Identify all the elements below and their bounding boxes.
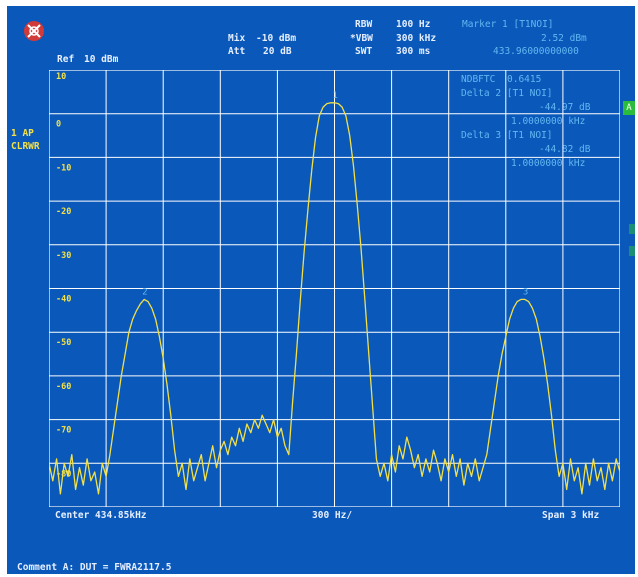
y-tick-label: -70 [56, 426, 71, 436]
marker1-freq: 433.96000000000 [493, 46, 579, 57]
grid-lines [49, 70, 620, 507]
side-status-mark [629, 224, 635, 234]
side-status-mark [629, 246, 635, 256]
marker-label: 3 [523, 287, 528, 297]
marker1-title: Marker 1 [T1NOI] [462, 19, 554, 30]
att-label: Att [228, 46, 246, 57]
delta2-title: Delta 2 [T1 NOI] [461, 88, 553, 99]
vbw-label: *VBW [350, 33, 373, 44]
center-frequency-label: Center 434.85kHz [55, 510, 147, 521]
delta3-level: -44.82 dB [539, 144, 591, 155]
marker1-level: 2.52 dBm [541, 33, 587, 44]
y-tick-label: -20 [56, 207, 71, 217]
spectrum-plot: 10 0 -10 -20 -30 -40 -50 -60 -70 -80 1 2 3 [49, 70, 620, 507]
ref-value: 10 dBm [84, 54, 119, 65]
swt-label: SWT [355, 46, 373, 57]
span-per-division-label: 300 Hz/ [312, 510, 353, 521]
y-tick-label: -60 [56, 382, 71, 392]
span-label: Span 3 kHz [542, 510, 600, 521]
delta2-level: -44.97 dB [539, 102, 591, 113]
y-tick-labels: 10 0 -10 -20 -30 -40 -50 -60 -70 -80 [56, 72, 71, 479]
trace-mode-label: 1 AP [11, 128, 34, 139]
spectrum-trace [49, 102, 620, 495]
marker-label: 1 [333, 91, 338, 101]
ndb-value: 0.6415 [507, 74, 542, 85]
mix-label: Mix [228, 33, 246, 44]
comment-label: Comment A: DUT = FWRA2117.5 [17, 562, 172, 573]
delta2-freq: 1.0000000 kHz [511, 116, 586, 127]
y-tick-label: -10 [56, 163, 71, 173]
mix-value: -10 dBm [256, 33, 297, 44]
y-tick-label: -30 [56, 251, 71, 261]
y-tick-label: 10 [56, 72, 66, 82]
marker-labels: 1 2 3 [142, 91, 528, 298]
trace-a-tag: A [623, 101, 635, 115]
ref-label: Ref [57, 54, 75, 65]
marker-label: 2 [142, 287, 147, 297]
swt-value: 300 ms [396, 46, 431, 57]
rohde-schwarz-logo-icon [24, 21, 44, 41]
analyzer-screen: Ref 10 dBm Mix -10 dBm Att 20 dB RBW 100… [7, 6, 635, 574]
delta3-title: Delta 3 [T1 NOI] [461, 130, 553, 141]
y-tick-label: -50 [56, 338, 71, 348]
att-value: 20 dB [263, 46, 292, 57]
delta3-freq: 1.0000000 kHz [511, 158, 586, 169]
rbw-value: 100 Hz [396, 19, 431, 30]
y-tick-label: -80 [56, 469, 71, 479]
y-tick-label: 0 [56, 120, 61, 130]
rbw-label: RBW [355, 19, 373, 30]
clrwr-label: CLRWR [11, 141, 40, 152]
vbw-value: 300 kHz [396, 33, 437, 44]
y-tick-label: -40 [56, 295, 71, 305]
ndb-label: NDBFTC [461, 74, 496, 85]
